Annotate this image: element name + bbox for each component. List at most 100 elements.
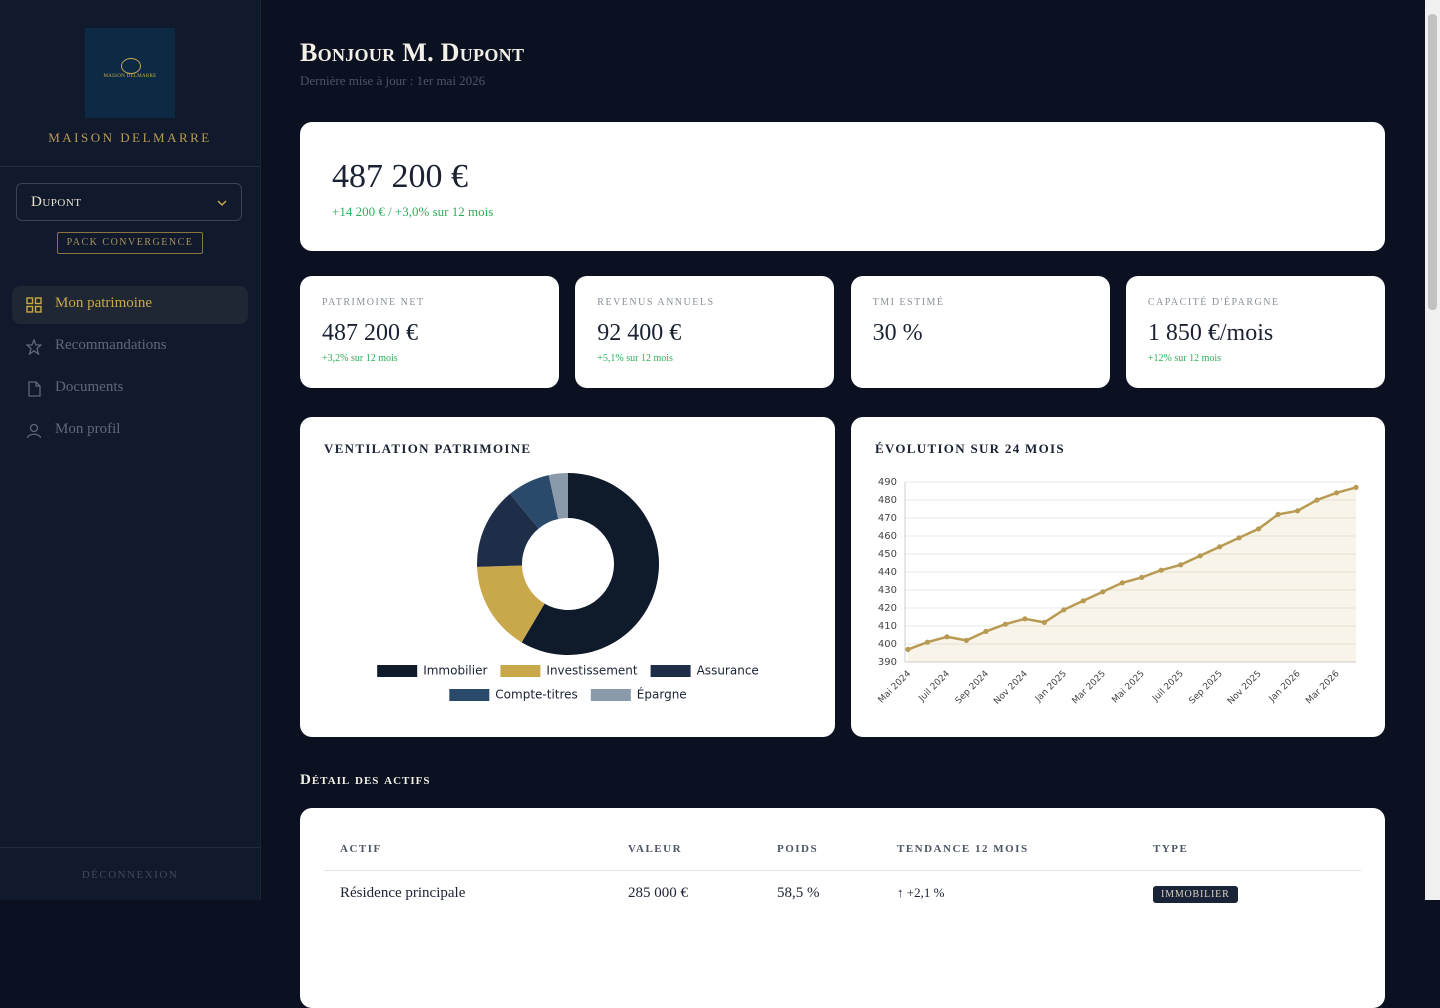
nav-item[interactable]: Mon patrimoine xyxy=(12,286,248,324)
kpi-delta: +3,2% sur 12 mois xyxy=(322,353,398,364)
table-rule xyxy=(324,870,1361,871)
logout[interactable]: DÉCONNEXION xyxy=(81,869,179,881)
x-tick-label: Sep 2024 xyxy=(954,669,991,706)
nav-label: Mon profil xyxy=(55,421,121,437)
x-tick-label: Juil 2025 xyxy=(1150,669,1185,704)
kpi-card: CAPACITÉ D'ÉPARGNE 1 850 €/mois +12% sur 1… xyxy=(1125,276,1385,388)
hero-value: 487 200 € xyxy=(332,158,468,195)
donut-slice xyxy=(477,493,539,567)
x-tick-label: Nov 2025 xyxy=(1226,669,1264,707)
donut-slice xyxy=(521,473,659,655)
kpi-label: CAPACITÉ D'ÉPARGNE xyxy=(1147,297,1280,308)
column-header: ACTIF xyxy=(340,843,382,855)
y-tick-label: 430 xyxy=(878,585,897,596)
kpi-delta: +12% sur 12 mois xyxy=(1147,353,1222,364)
point xyxy=(1314,497,1320,503)
point xyxy=(1041,619,1047,625)
chart-title: ÉVOLUTION SUR 24 MOIS xyxy=(875,441,1065,456)
hero-card: 487 200 € +14 200 € / +3,0% sur 12 mois xyxy=(300,122,1385,251)
table-cell: IMMOBILIER xyxy=(1153,885,1238,903)
last-update: Dernière mise à jour : 1er mai 2026 xyxy=(300,73,486,88)
legend-label: Épargne xyxy=(637,687,687,702)
kpi-value: 487 200 € xyxy=(322,320,418,346)
y-tick-label: 410 xyxy=(878,621,897,632)
x-tick-label: Mar 2026 xyxy=(1304,669,1341,706)
point xyxy=(1158,567,1164,573)
logo-text: MAISON DELMARRE xyxy=(103,74,157,79)
y-tick-label: 460 xyxy=(878,531,897,542)
icon xyxy=(26,423,42,439)
point xyxy=(1002,621,1008,627)
icon xyxy=(26,297,42,313)
point xyxy=(983,628,989,634)
point xyxy=(1100,589,1106,595)
kpi-label: PATRIMOINE NET xyxy=(322,297,425,308)
nav-item[interactable]: Recommandations xyxy=(12,328,248,366)
chart-card: VENTILATION PATRIMOINE Immobilier Investi… xyxy=(300,417,835,737)
area xyxy=(908,487,1356,662)
kpi-value: 1 850 €/mois xyxy=(1147,320,1274,346)
kpi-card: PATRIMOINE NET 487 200 € +3,2% sur 12 mois xyxy=(300,276,559,388)
kpi-value: 30 % xyxy=(872,320,923,346)
type-badge: IMMOBILIER xyxy=(1153,886,1238,903)
line xyxy=(907,486,1357,651)
client-select[interactable]: Dupont xyxy=(16,183,242,221)
scrollbar[interactable] xyxy=(1425,0,1440,900)
pack-badge: PACK CONVERGENCE xyxy=(57,232,203,254)
x-tick-label: Juil 2024 xyxy=(917,669,953,705)
table-cell: Résidence principale xyxy=(340,885,466,901)
point xyxy=(1119,580,1125,586)
x-tick-label: Jan 2026 xyxy=(1267,669,1303,705)
legend-swatch xyxy=(590,689,631,701)
point xyxy=(924,639,931,645)
donut-slice xyxy=(509,475,559,529)
x-tick-label: Mai 2025 xyxy=(1110,669,1146,705)
line-chart: 390 400 410 420 430 440 450 460 470 480 490 Mai 202… xyxy=(877,477,1359,707)
chart-title: VENTILATION PATRIMOINE xyxy=(324,441,532,456)
hero-delta: +14 200 € / +3,0% sur 12 mois xyxy=(332,204,494,219)
column-header: TYPE xyxy=(1153,843,1189,855)
point xyxy=(1178,562,1184,568)
point xyxy=(1022,616,1028,622)
legend-swatch xyxy=(449,689,490,701)
chevron xyxy=(217,200,227,207)
legend-label: Assurance xyxy=(697,664,759,678)
x-tick-label: Nov 2024 xyxy=(992,669,1030,707)
legend-swatch xyxy=(500,665,541,677)
y-tick-label: 450 xyxy=(878,549,897,560)
y-tick-label: 490 xyxy=(878,477,897,488)
column-header: TENDANCE 12 MOIS xyxy=(897,843,1029,855)
donut-slice xyxy=(548,473,568,520)
icon xyxy=(28,381,41,397)
table-cell: ↑ +2,1 % xyxy=(897,885,945,900)
page-title: Bonjour M. Dupont xyxy=(300,38,525,67)
point xyxy=(1061,607,1067,613)
y-tick-label: 420 xyxy=(878,603,897,614)
section-title: Détail des actifs xyxy=(300,772,431,788)
nav-item[interactable]: Mon profil xyxy=(12,412,248,450)
kpi-card: TMI ESTIMÉ 30 % xyxy=(850,276,1110,388)
point xyxy=(944,634,950,640)
nav-item[interactable]: Documents xyxy=(12,370,248,408)
legend-label: Compte-titres xyxy=(495,688,578,702)
x-tick-label: Jan 2025 xyxy=(1033,669,1069,705)
donut-slice xyxy=(477,565,545,643)
scroll-thumb xyxy=(1428,14,1437,310)
separator xyxy=(0,847,260,848)
nav-label: Documents xyxy=(55,379,124,395)
icon xyxy=(26,339,42,355)
point xyxy=(1139,574,1145,580)
legend-label: Investissement xyxy=(546,664,637,678)
kpi-delta: +5,1% sur 12 mois xyxy=(597,353,673,364)
point xyxy=(1236,535,1242,541)
chart-card: ÉVOLUTION SUR 24 MOIS 390 400 410 420 430 440… xyxy=(851,417,1385,737)
table-cell: 285 000 € xyxy=(628,885,688,901)
point xyxy=(905,646,911,652)
point xyxy=(1256,526,1262,532)
legend-label: Immobilier xyxy=(423,664,487,678)
x-tick-label: Mai 2024 xyxy=(877,669,914,706)
brand: MAISON DELMARRE xyxy=(48,130,212,145)
legend-row: Compte-titres Épargne xyxy=(449,687,687,702)
assets-table: ACTIF VALEUR POIDS TENDANCE 12 MOIS TYPE Rési… xyxy=(300,808,1385,1008)
